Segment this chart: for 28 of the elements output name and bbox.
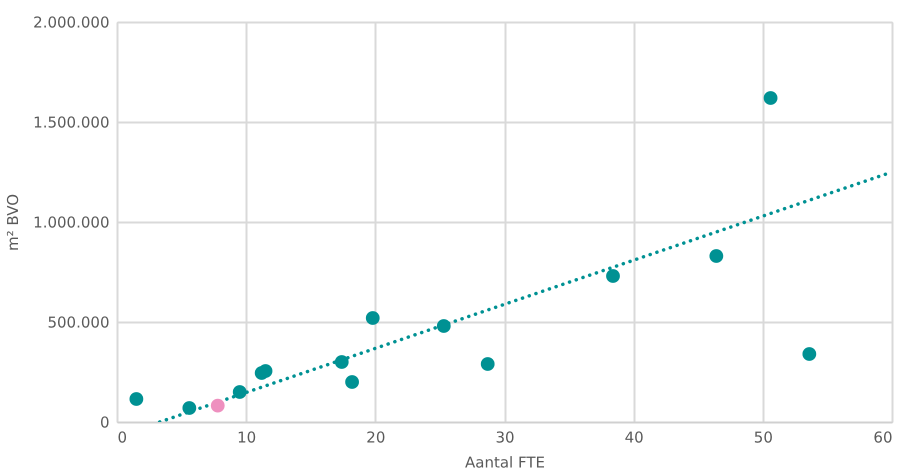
- y-tick-label: 0: [100, 414, 110, 432]
- point: [366, 311, 380, 325]
- point: [182, 401, 196, 415]
- x-tick-label: 50: [754, 428, 773, 446]
- point: [258, 364, 272, 378]
- x-tick-label: 20: [366, 428, 386, 446]
- y-tick-label: 2.000.000: [33, 14, 110, 32]
- x-tick-label: 30: [495, 428, 515, 446]
- y-tick-label: 1.500.000: [33, 114, 110, 132]
- x-tick-label: 10: [237, 428, 256, 446]
- point: [210, 398, 225, 412]
- y-axis-title: m² BVO: [4, 194, 22, 252]
- y-tick-label: 1.000.000: [33, 214, 110, 232]
- y-tick-label: 500.000: [47, 314, 110, 332]
- x-tick-label: 0: [118, 428, 128, 446]
- point: [334, 355, 349, 369]
- x-tick-label: 60: [873, 428, 892, 446]
- point: [129, 392, 144, 406]
- point: [764, 91, 778, 105]
- point: [232, 385, 247, 399]
- point: [480, 357, 495, 371]
- x-tick-label: 40: [624, 428, 644, 446]
- point: [802, 347, 816, 361]
- point: [606, 269, 620, 283]
- point: [436, 319, 451, 333]
- x-axis-title: Aantal FTE: [465, 454, 545, 472]
- point: [709, 249, 724, 263]
- point: [345, 375, 359, 389]
